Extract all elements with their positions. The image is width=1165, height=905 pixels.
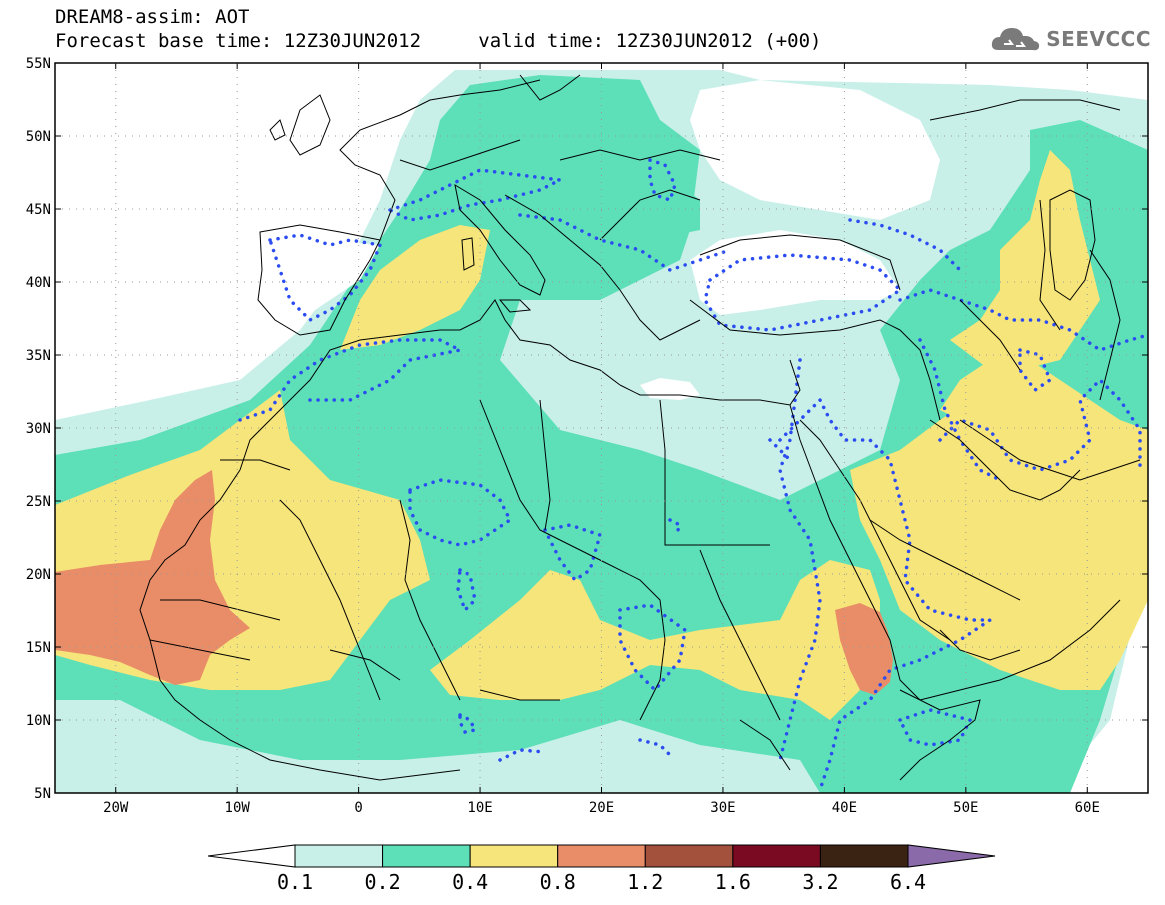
contour-libya (668, 518, 683, 532)
contour-iran (898, 288, 1148, 352)
lat-tick-label: 45N (26, 202, 51, 218)
aot-hole-europe (255, 240, 380, 320)
colorbar-box (382, 844, 471, 868)
lat-tick-label: 30N (26, 421, 51, 437)
lat-tick-label: 35N (26, 348, 51, 364)
lon-tick-label: 20W (103, 800, 129, 816)
colorbar-box (294, 844, 384, 868)
colorbar-box (732, 844, 821, 868)
lat-tick-label: 10N (26, 713, 51, 729)
lat-tick-label: 25N (26, 494, 51, 510)
cloud-logo-icon (992, 28, 1040, 51)
lon-tick-label: 30E (710, 800, 735, 816)
aot-region-orange-west-africa (55, 470, 250, 685)
colorbar-box (819, 844, 909, 868)
lon-tick-label: 0 (354, 800, 362, 816)
logo-text: SEEVCCC (1046, 27, 1151, 51)
lon-tick-label: 10W (225, 800, 251, 816)
aot-region-yellow-sahel (430, 560, 880, 720)
contour-carpathians (648, 157, 677, 203)
lat-tick-label: 50N (26, 129, 51, 145)
graticule (55, 63, 1148, 793)
aot-region-yellow-iberia (340, 225, 490, 350)
valid-time: 12Z30JUN2012 (+00) (615, 30, 822, 52)
time-info: Forecast base time: 12Z30JUN2012 valid t… (55, 30, 821, 52)
colorbar-label: 1.6 (715, 870, 751, 894)
lat-tick-label: 40N (26, 275, 51, 291)
aot-region-yellow-iran (950, 150, 1100, 370)
contour-congo (638, 738, 672, 757)
colorbar-label: 0.4 (452, 870, 488, 894)
colorbar-box (557, 844, 646, 868)
base-time: 12Z30JUN2012 (283, 30, 422, 52)
contour-east-africa (778, 397, 996, 792)
seevccc-logo: SEEVCCC (990, 24, 1151, 54)
lat-tick-label: 15N (26, 640, 51, 656)
valid-time-label: valid time: (478, 30, 605, 52)
lat-tick-label: 5N (34, 786, 51, 802)
contour-nile (778, 358, 822, 762)
aot-region-green-balkans (510, 150, 700, 260)
contour-balkans (518, 213, 732, 272)
lon-tick-label: 10E (467, 800, 492, 816)
contour-south (498, 748, 547, 762)
aot-region-yellow-arabia (850, 400, 1148, 690)
colorbar-box (469, 844, 559, 868)
lat-tick-label: 20N (26, 567, 51, 583)
colorbar-label: 6.4 (890, 870, 926, 894)
lat-tick-label: 55N (26, 56, 51, 72)
contour-caucasus (848, 218, 962, 272)
colorbar-low-arrow (207, 844, 296, 868)
contour-sahel (458, 712, 478, 734)
lon-tick-label: 40E (832, 800, 857, 816)
contour-east-arabia (1018, 347, 1053, 393)
colorbar-label: 0.2 (365, 870, 401, 894)
colorbar-label: 3.2 (802, 870, 838, 894)
contour-arabia (938, 377, 1142, 472)
colorbar-high-arrow (907, 844, 996, 868)
assim-contours (238, 157, 1148, 792)
base-time-label: Forecast base time: (55, 30, 273, 52)
colorbar-label: 1.2 (627, 870, 663, 894)
colorbar-box (644, 844, 734, 868)
aot-hole-e-europe (690, 80, 940, 220)
lon-tick-label: 60E (1075, 800, 1100, 816)
lon-tick-label: 20E (589, 800, 614, 816)
contour-yemen (897, 708, 973, 747)
aot-region-orange-red-sea (835, 603, 893, 695)
colorbar-label: 0.8 (540, 870, 576, 894)
coastlines (139, 74, 1141, 781)
aot-hole-black-sea (690, 230, 900, 315)
contour-iberia (267, 233, 383, 323)
contour-sinai (768, 438, 792, 462)
colorbar-label: 0.1 (277, 870, 313, 894)
lon-tick-label: 50E (953, 800, 978, 816)
colorbar: 0.1 0.2 0.4 0.8 1.2 1.6 3.2 6.4 (207, 844, 996, 894)
map-title: DREAM8-assim: AOT (55, 6, 250, 28)
axis-ticks: 55N 50N 45N 40N 35N 30N 25N 20N 15N 10N 5N 20W 10W 0 1… (26, 56, 1148, 816)
contour-chad (542, 523, 603, 583)
